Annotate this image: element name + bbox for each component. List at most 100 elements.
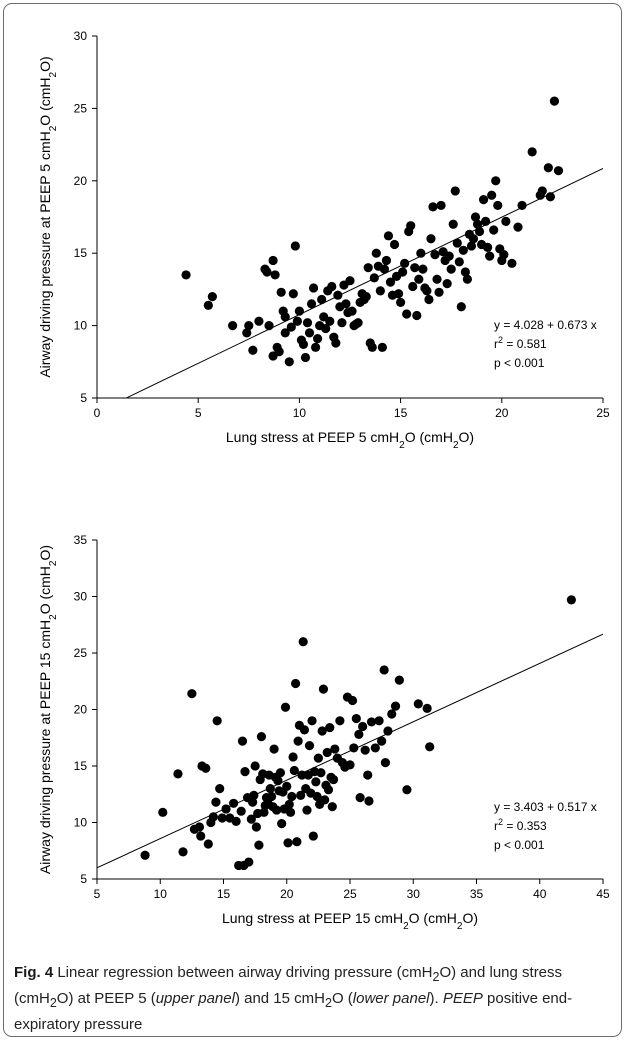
- data-point: [354, 729, 364, 739]
- data-point: [450, 186, 460, 196]
- caption-italic: PEEP: [442, 990, 483, 1007]
- y-tick-label: 5: [80, 391, 87, 405]
- data-point: [262, 267, 272, 277]
- data-point: [273, 776, 283, 786]
- data-point: [320, 795, 330, 805]
- data-point: [394, 675, 404, 685]
- data-point: [277, 819, 287, 829]
- data-point: [310, 342, 321, 352]
- data-point: [256, 732, 267, 742]
- data-point: [383, 231, 394, 241]
- data-point: [313, 334, 323, 344]
- x-tick-label: 25: [343, 887, 357, 901]
- x-tick-label: 20: [495, 406, 509, 420]
- data-point: [428, 202, 438, 212]
- data-point: [337, 318, 347, 328]
- y-tick-label: 30: [74, 590, 88, 604]
- x-tick-label: 5: [195, 406, 202, 420]
- data-point: [377, 736, 387, 746]
- data-point: [341, 299, 351, 309]
- x-tick-label: 0: [94, 406, 101, 420]
- data-point: [140, 850, 150, 860]
- y-tick-label: 25: [74, 101, 88, 115]
- figure-caption: Fig. 4 Linear regression between airway …: [14, 962, 614, 1036]
- y-tick-label: 25: [74, 646, 88, 660]
- x-tick-label: 45: [596, 887, 610, 901]
- data-point: [566, 595, 576, 605]
- data-point: [300, 352, 311, 363]
- data-point: [290, 241, 300, 251]
- data-point: [211, 797, 221, 807]
- figure-frame: [3, 3, 622, 1037]
- data-point: [292, 316, 302, 326]
- data-point: [517, 200, 527, 211]
- data-point: [331, 338, 341, 348]
- caption-italic: lower panel: [352, 990, 430, 1007]
- data-point: [280, 328, 290, 338]
- data-point: [249, 790, 259, 800]
- data-point: [248, 345, 258, 355]
- data-point: [291, 678, 301, 689]
- data-point: [208, 812, 218, 822]
- data-point: [203, 300, 213, 310]
- data-point: [236, 806, 246, 816]
- data-point: [181, 270, 191, 280]
- data-point: [458, 245, 468, 255]
- data-point: [328, 774, 339, 785]
- data-point: [292, 837, 302, 847]
- data-point: [377, 342, 387, 352]
- y-tick-label: 20: [74, 703, 88, 717]
- data-point: [285, 807, 296, 817]
- data-point: [481, 216, 491, 226]
- data-point: [322, 747, 332, 758]
- data-point: [244, 857, 254, 867]
- data-point: [474, 226, 485, 237]
- data-point: [444, 251, 454, 261]
- data-point: [272, 805, 282, 815]
- data-point: [254, 316, 264, 326]
- data-point: [299, 725, 310, 735]
- data-point: [390, 701, 401, 711]
- y-tick-label: 15: [74, 759, 88, 773]
- data-point: [298, 637, 308, 647]
- data-point: [370, 743, 380, 753]
- data-point: [400, 258, 410, 268]
- data-point: [242, 328, 252, 338]
- data-point: [549, 96, 560, 106]
- data-point: [265, 784, 275, 794]
- data-point: [270, 270, 280, 280]
- data-point: [335, 716, 345, 726]
- data-point: [406, 221, 416, 231]
- data-point: [347, 695, 358, 706]
- data-point: [513, 222, 523, 232]
- data-point: [358, 721, 368, 732]
- y-axis-label: Airway driving pressure at PEEP 15 cmH2O…: [37, 545, 59, 874]
- data-point: [360, 745, 370, 755]
- data-point: [280, 312, 290, 322]
- data-point: [367, 342, 377, 352]
- data-point: [304, 741, 315, 751]
- data-point: [527, 147, 537, 157]
- data-point: [194, 822, 205, 832]
- data-point: [201, 763, 211, 773]
- regression-annotation: r2 = 0.581: [494, 335, 547, 351]
- data-point: [318, 684, 329, 694]
- data-point: [304, 328, 315, 338]
- data-point: [424, 294, 434, 305]
- data-point: [345, 276, 355, 286]
- regression-line: [125, 167, 603, 398]
- data-point: [545, 192, 555, 202]
- data-point: [275, 768, 286, 778]
- data-point: [347, 306, 357, 316]
- data-point: [393, 289, 404, 299]
- regression-annotation: p < 0.001: [494, 838, 545, 852]
- data-point: [426, 234, 436, 244]
- data-point: [293, 736, 303, 746]
- data-point: [294, 306, 304, 316]
- data-point: [553, 166, 564, 176]
- data-point: [244, 321, 254, 331]
- data-point: [215, 784, 225, 794]
- data-point: [240, 767, 250, 777]
- data-point: [351, 713, 361, 724]
